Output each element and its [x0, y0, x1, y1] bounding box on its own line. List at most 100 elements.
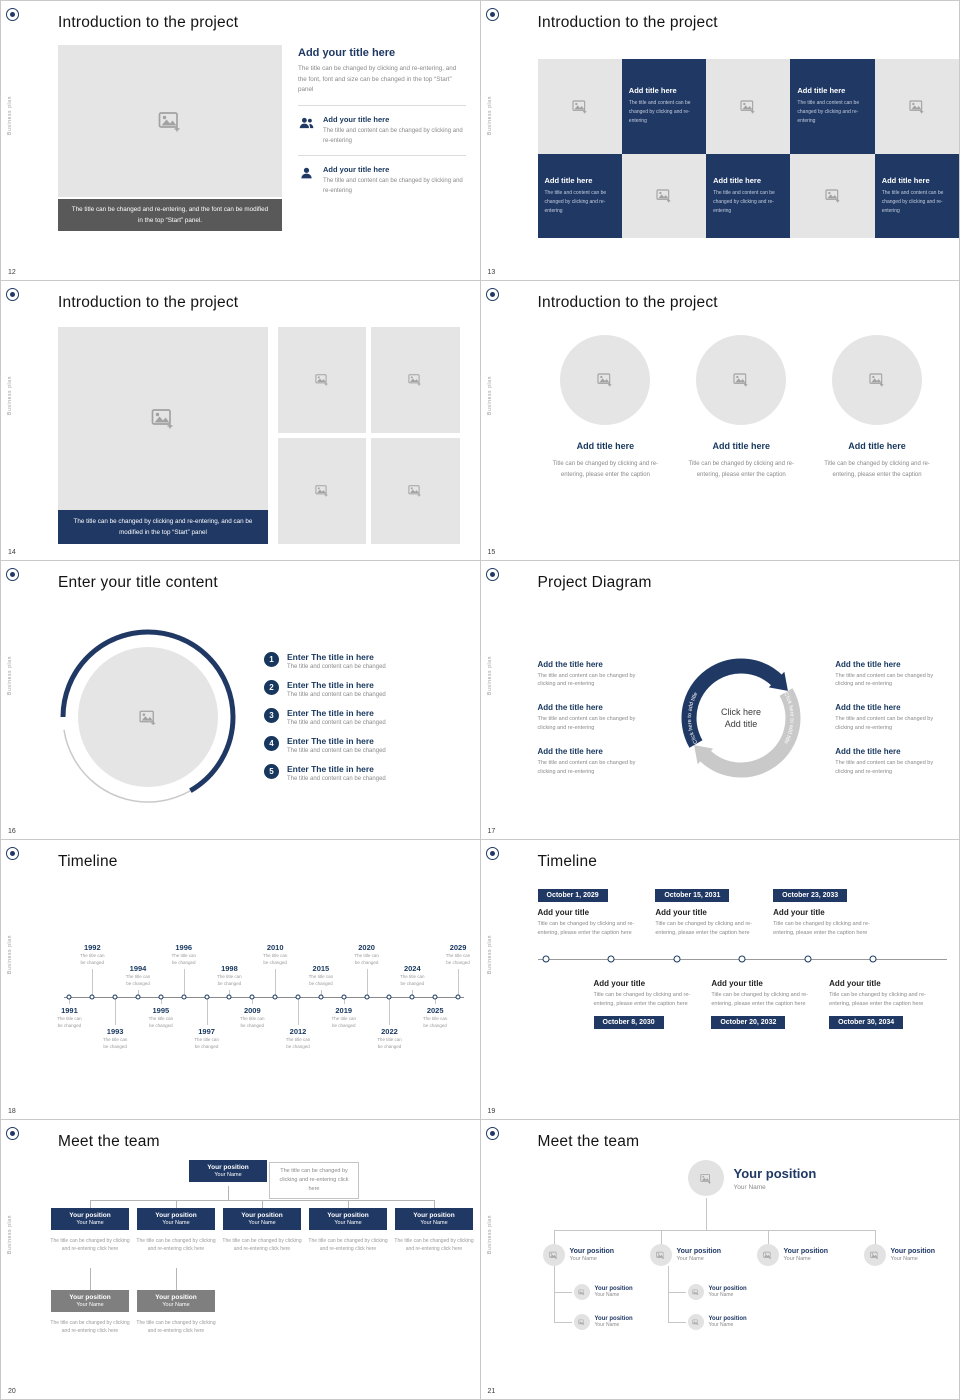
- image-placeholder-icon: [549, 1251, 558, 1260]
- team-member: Your position Your Name: [756, 1244, 829, 1267]
- team-member: Your position Your Name: [542, 1244, 615, 1267]
- people-icon: [299, 118, 314, 129]
- year: 1995: [152, 1005, 170, 1015]
- page-number: 18: [8, 1108, 16, 1116]
- person-icon: [301, 167, 312, 179]
- block-heading: Add your title: [593, 978, 646, 988]
- item-text: The title and content can be changed by …: [323, 128, 463, 144]
- page-number: 19: [487, 1108, 496, 1116]
- timeline-label: 1992 The title can be changed: [77, 943, 107, 967]
- cycle-diagram: Click here to add title Click here to ad…: [657, 638, 825, 798]
- slide-14[interactable]: Business plan Introduction to the projec…: [1, 280, 480, 560]
- numbered-item: 1 Enter The title in here The title and …: [264, 651, 466, 670]
- member-texts: Your position Your Name: [595, 1286, 633, 1298]
- slide-13[interactable]: Business plan Introduction to the projec…: [480, 1, 959, 280]
- name: Your Name: [162, 1220, 190, 1227]
- connector-line: [874, 1230, 876, 1245]
- card-text: Title can be changed by clicking and re-…: [824, 460, 930, 479]
- item-title: Enter The title in here: [287, 651, 374, 662]
- vertical-brand-text: Business plan: [486, 1215, 493, 1255]
- connector-line: [553, 1266, 555, 1323]
- org-caption: The title can be changed by clicking and…: [394, 1238, 474, 1252]
- image-placeholder-icon: [315, 485, 328, 497]
- name: Your Name: [248, 1220, 276, 1227]
- timeline-node: [249, 994, 255, 1000]
- caption: The title can be changed: [262, 953, 288, 966]
- position: Your position: [594, 1286, 633, 1293]
- slide-16[interactable]: Business plan Enter your title content 1…: [1, 560, 480, 840]
- slide-15[interactable]: Business plan Introduction to the projec…: [480, 280, 959, 560]
- connector-line: [667, 1322, 686, 1324]
- team-member: Your position Your Name: [687, 1314, 747, 1331]
- timeline-point: 1994 The title can be changed: [126, 880, 150, 1113]
- timeline-label: 2020 The title can be changed: [352, 943, 382, 967]
- name: Your Name: [334, 1220, 362, 1227]
- timeline-label: 2012 The title can be changed: [283, 1027, 313, 1051]
- tile-text: The title and content can be changed by …: [628, 100, 691, 125]
- timeline-block: Add your title Title can be changed by c…: [829, 979, 947, 1029]
- slide-21[interactable]: Business plan Meet the team Your positio…: [480, 1120, 959, 1399]
- vertical-brand-text: Business plan: [7, 96, 13, 135]
- slide-18[interactable]: Business plan Timeline 1991 The title can…: [1, 840, 480, 1120]
- slide-17[interactable]: Business plan Project Diagram Add the ti…: [480, 560, 959, 840]
- circle-card: Add title here Title can be changed by c…: [680, 334, 802, 546]
- connector-line: [660, 1230, 662, 1245]
- image-placeholder-icon: [408, 374, 421, 386]
- page-number: 13: [487, 268, 496, 276]
- slide-20[interactable]: Business plan Meet the team Your positio…: [1, 1120, 480, 1399]
- numbered-item: 3 Enter The title in here The title and …: [264, 707, 466, 726]
- timeline-label: 2024 The title can be changed: [397, 964, 427, 988]
- image-placeholder-icon: [578, 1289, 585, 1296]
- connector-line: [553, 1292, 572, 1294]
- numbered-item-texts: Enter The title in here The title and co…: [287, 736, 386, 754]
- section-heading: Add your title here: [298, 47, 396, 59]
- team-root-texts: Your position Your Name: [734, 1166, 817, 1191]
- item-text: The title and content can be changed by …: [835, 759, 934, 775]
- caption: The title can be changed: [194, 1036, 219, 1049]
- list-item: Add your title here The title and conten…: [298, 156, 466, 205]
- timeline-axis: [64, 996, 464, 998]
- caption: The title can be changed: [285, 1036, 311, 1049]
- timeline-node: [295, 994, 301, 1000]
- timeline-label: 2009 The title can be changed: [237, 1006, 267, 1030]
- tile-title: Add title here: [544, 175, 593, 185]
- brand-logo-icon: [6, 1127, 19, 1141]
- timeline-label: 2022 The title can be changed: [374, 1027, 404, 1051]
- text-tile: Add title here The title and content can…: [621, 59, 707, 154]
- timeline-block: October 15, 2031 Add your title Title ca…: [655, 884, 773, 938]
- item-title: Add the title here: [835, 703, 901, 713]
- year: 2024: [403, 964, 421, 974]
- connector-line: [228, 1186, 229, 1201]
- timeline-label: 1991 The title can be changed: [54, 1006, 84, 1030]
- caption: The title can be changed: [400, 974, 425, 987]
- connector-line: [553, 1322, 572, 1324]
- member-texts: Your position Your Name: [570, 1248, 615, 1262]
- connector-line: [553, 1230, 555, 1245]
- image-column: The title can be changed by clicking and…: [58, 326, 268, 544]
- item-title: Enter The title in here: [287, 679, 374, 690]
- timeline-point: 2015 The title can be changed: [309, 880, 333, 1113]
- card-text: Title can be changed by clicking and re-…: [552, 460, 659, 479]
- slide-19[interactable]: Business plan Timeline October 1, 2029 A…: [480, 840, 959, 1120]
- timeline-block: October 23, 2033 Add your title Title ca…: [773, 884, 891, 938]
- name: Your Name: [708, 1292, 734, 1299]
- slide-title: Meet the team: [537, 1133, 640, 1151]
- caption: The title can be changed: [148, 1015, 174, 1028]
- timeline-node: [542, 955, 550, 963]
- arc-graphic: [58, 627, 238, 807]
- image-placeholder: [58, 326, 268, 510]
- avatar: [573, 1314, 590, 1331]
- avatar: [687, 1160, 724, 1197]
- block-text: Title can be changed by clicking and re-…: [655, 921, 753, 937]
- caption: The title can be changed: [102, 1036, 128, 1049]
- diagram-item: Add the title here The title and content…: [538, 747, 648, 777]
- name: Your Name: [708, 1322, 734, 1329]
- tile-text: The title and content can be changed by …: [881, 189, 944, 214]
- slide-12[interactable]: Business plan Introduction to the projec…: [1, 1, 480, 280]
- page-number: 12: [8, 268, 16, 276]
- position: Your position: [708, 1286, 747, 1293]
- member-texts: Your position Your Name: [784, 1248, 829, 1262]
- brand-logo-icon: [485, 287, 499, 301]
- right-items: Add the title here The title and content…: [835, 660, 945, 777]
- timeline-label: 1995 The title can be changed: [146, 1006, 176, 1030]
